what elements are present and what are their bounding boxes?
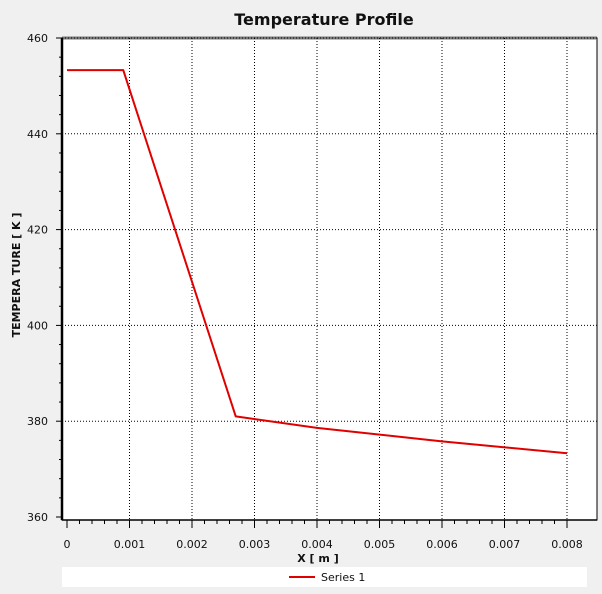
x-axis-ticks: 0 0.001 0.002 0.003 0.004 0.005 0.006 0.007 0.00… (64, 520, 583, 551)
x-tick-label: 0.005 (364, 538, 396, 551)
x-tick-label: 0 (64, 538, 71, 551)
x-tick-label: 0.008 (551, 538, 583, 551)
y-tick-label: 400 (27, 319, 48, 332)
legend-entry-series-1: Series 1 (321, 571, 365, 584)
x-tick-label: 0.002 (176, 538, 208, 551)
x-tick-label: 0.004 (301, 538, 333, 551)
x-tick-label: 0.003 (239, 538, 271, 551)
x-tick-label: 0.006 (426, 538, 458, 551)
y-axis-label: TEMPERA TURE [ K ] (10, 213, 23, 338)
y-tick-label: 460 (27, 32, 48, 45)
x-axis-label: X [ m ] (297, 552, 339, 565)
x-tick-label: 0.001 (114, 538, 146, 551)
series-line-1 (67, 69, 568, 455)
y-tick-label: 360 (27, 511, 48, 524)
legend-box (62, 567, 587, 587)
y-tick-label: 420 (27, 224, 48, 237)
x-tick-label: 0.007 (489, 538, 521, 551)
y-tick-label: 440 (27, 128, 48, 141)
legend: Series 1 (62, 567, 587, 587)
y-tick-label: 380 (27, 415, 48, 428)
series-layer (67, 69, 568, 455)
y-axis-ticks: 360 380 400 420 440 460 (27, 32, 62, 524)
chart-title: Temperature Profile (234, 10, 414, 29)
plot-area (61, 37, 598, 521)
grid (62, 37, 597, 520)
